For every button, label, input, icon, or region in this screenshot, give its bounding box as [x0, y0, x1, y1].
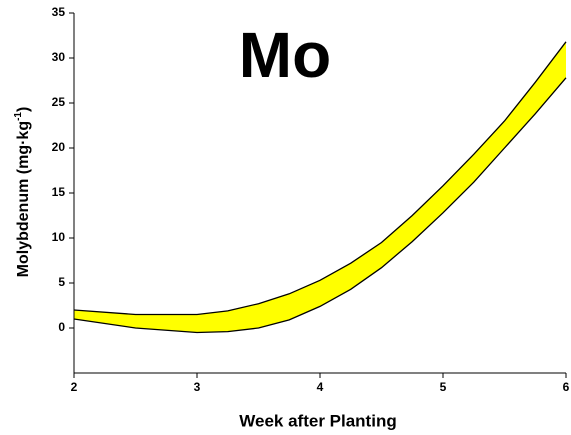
x-tick-label: 5	[440, 380, 447, 394]
y-label-sup: -1	[13, 112, 24, 121]
y-tick-label: 0	[58, 320, 65, 334]
y-tick-label: 5	[58, 275, 65, 289]
x-tick-label: 6	[563, 380, 570, 394]
y-tick-label: 35	[52, 5, 66, 19]
lower-line	[73, 77, 567, 334]
x-tick-label: 2	[71, 380, 78, 394]
y-label-end: )	[15, 107, 32, 112]
annotation: Mo	[239, 19, 331, 91]
band-area	[74, 41, 566, 333]
y-tick-label: 20	[52, 140, 66, 154]
x-tick-label: 3	[194, 380, 201, 394]
y-tick-label: 30	[52, 50, 66, 64]
upper-line	[73, 41, 567, 316]
y-tick-label: 25	[52, 95, 66, 109]
y-axis-label: Molybdenum (mg·kg-1)	[13, 107, 33, 278]
y-tick-label: 15	[52, 185, 66, 199]
y-tick-label: 10	[52, 230, 66, 244]
x-axis-label: Week after Planting	[239, 411, 396, 430]
x-tick-label: 4	[317, 380, 324, 394]
y-label-text: Molybdenum (mg·kg	[15, 121, 32, 277]
